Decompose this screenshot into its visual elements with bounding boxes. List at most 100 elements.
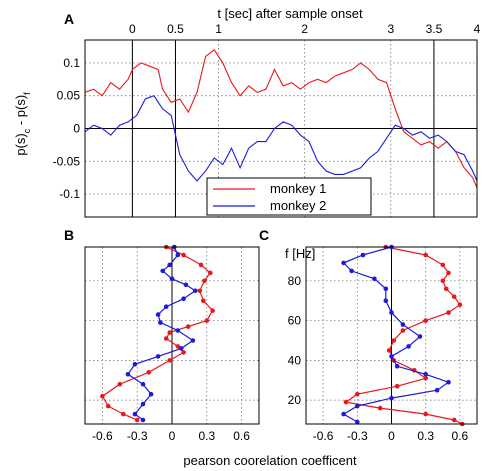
- panel-c-xtick-label: 0.6: [452, 429, 469, 443]
- panel-a-ylabel: p(s)c - p(s)f: [13, 92, 32, 156]
- panel-c-xtick-label: 0.3: [417, 429, 434, 443]
- panel-b-point: [167, 358, 172, 363]
- panel-c-point: [389, 395, 394, 401]
- panel-c-ytick-label: 40: [288, 353, 302, 367]
- panel-b-point: [160, 268, 165, 274]
- panel-a-xlabel: t [sec] after sample onset: [217, 6, 363, 21]
- panel-c-point: [377, 405, 383, 411]
- panel-c-point: [372, 276, 377, 282]
- panel-c-point: [394, 383, 400, 389]
- panel-b-point: [121, 411, 126, 417]
- panel-b-point: [155, 354, 161, 359]
- panel-a-xtick-label: 3: [388, 22, 395, 36]
- panel-c-point: [446, 310, 451, 315]
- panel-a-ytick-label: -0.1: [59, 187, 80, 201]
- panel-b-point: [175, 252, 181, 258]
- panel-c-point: [451, 294, 457, 300]
- panel-b-point: [167, 262, 172, 268]
- panel-c-point: [443, 286, 449, 292]
- panel-b-point: [185, 324, 191, 329]
- panel-b-point: [210, 308, 215, 313]
- panel-a-series-1: [84, 49, 478, 188]
- panel-b-xtick-label: 0.6: [233, 429, 250, 443]
- panel-b-point: [179, 346, 184, 351]
- panel-b-point: [125, 372, 131, 377]
- panel-a-xtick-label: 1: [215, 22, 222, 36]
- panel-b-point: [100, 393, 105, 399]
- panel-a-frame: [84, 39, 478, 218]
- panel-c-point: [423, 318, 429, 323]
- panel-c-point: [423, 411, 429, 417]
- panel-c-ytick-label: 60: [288, 314, 302, 328]
- panel-c-xtick-label: -0.3: [347, 429, 368, 443]
- panel-b-point: [197, 288, 203, 294]
- panel-c-point: [451, 417, 457, 423]
- panel-c-series-1: [344, 246, 463, 425]
- panel-b-point: [134, 417, 140, 423]
- panel-b-point: [167, 330, 172, 335]
- panel-b-point: [181, 252, 186, 258]
- panel-b-point: [202, 278, 207, 284]
- panel-a-xtick-label: 2: [301, 22, 308, 36]
- panel-c-point: [391, 338, 397, 343]
- panel-c-point: [440, 262, 446, 268]
- panel-c-point: [383, 286, 389, 292]
- panel-b-series-1: [101, 246, 214, 421]
- panel-b-point: [140, 401, 146, 407]
- panel-a-ytick-label: 0.05: [57, 89, 81, 103]
- panel-c-point: [434, 387, 440, 393]
- panel-b-point: [175, 344, 181, 349]
- panel-c-point: [360, 252, 366, 258]
- panel-c-point: [417, 334, 423, 339]
- panel-b-point: [192, 288, 198, 294]
- panel-a-ytick-label: -0.05: [53, 154, 81, 168]
- panel-b-point: [181, 350, 186, 355]
- panel-label-a: A: [64, 11, 74, 27]
- panel-c-ytick-label: 80: [288, 274, 302, 288]
- panel-c-point: [440, 278, 446, 284]
- panel-c-point: [423, 252, 429, 258]
- panel-c-point: [457, 302, 463, 308]
- panel-c-point: [394, 364, 400, 369]
- legend-box: [206, 177, 372, 216]
- legend: monkey 1 monkey 2: [206, 177, 372, 216]
- panel-b-xtick-label: -0.3: [127, 429, 148, 443]
- panel-c-point: [400, 322, 406, 327]
- panel-c-point: [446, 270, 451, 276]
- panel-b-point: [105, 403, 111, 409]
- panel-b-point: [140, 381, 146, 387]
- panel-b-point: [208, 270, 213, 276]
- panel-b-point: [117, 381, 123, 387]
- panel-b-point: [132, 411, 138, 417]
- panel-label-c: C: [259, 227, 269, 243]
- panel-b-xtick-label: 0.3: [198, 429, 215, 443]
- panel-a-xtick-label: 0: [129, 22, 136, 36]
- panel-b-point: [132, 362, 138, 367]
- panel-b-xtick-label: 0: [169, 429, 176, 443]
- panel-c-point: [423, 372, 429, 377]
- panel-b-point: [155, 312, 161, 317]
- panel-b-point: [163, 304, 169, 310]
- panel-c-point: [446, 379, 451, 385]
- panel-b-point: [169, 276, 175, 282]
- panel-c-point: [389, 310, 394, 315]
- panel-c-xtick-label: -0.6: [313, 429, 334, 443]
- panel-b-xtick-label: -0.6: [92, 429, 113, 443]
- panel-a-xtick-label: 3.5: [426, 22, 443, 36]
- panel-b-point: [175, 328, 181, 333]
- panel-c-point: [386, 348, 392, 353]
- panel-a-series-2: [84, 95, 478, 182]
- panel-c-point: [341, 411, 346, 417]
- panel-b-point: [198, 262, 204, 268]
- panel-c-point: [355, 419, 360, 425]
- panel-c-ylabel: f [Hz]: [285, 246, 315, 261]
- panel-c-series-2: [342, 246, 450, 423]
- panel-a-ytick-label: 0.1: [63, 56, 80, 70]
- panel-c-point: [400, 328, 406, 333]
- panel-b-series-2: [127, 246, 197, 421]
- panel-c-point: [355, 403, 360, 409]
- panel-b-point: [201, 298, 206, 304]
- panel-b-point: [190, 338, 196, 343]
- panel-b-point: [204, 318, 210, 323]
